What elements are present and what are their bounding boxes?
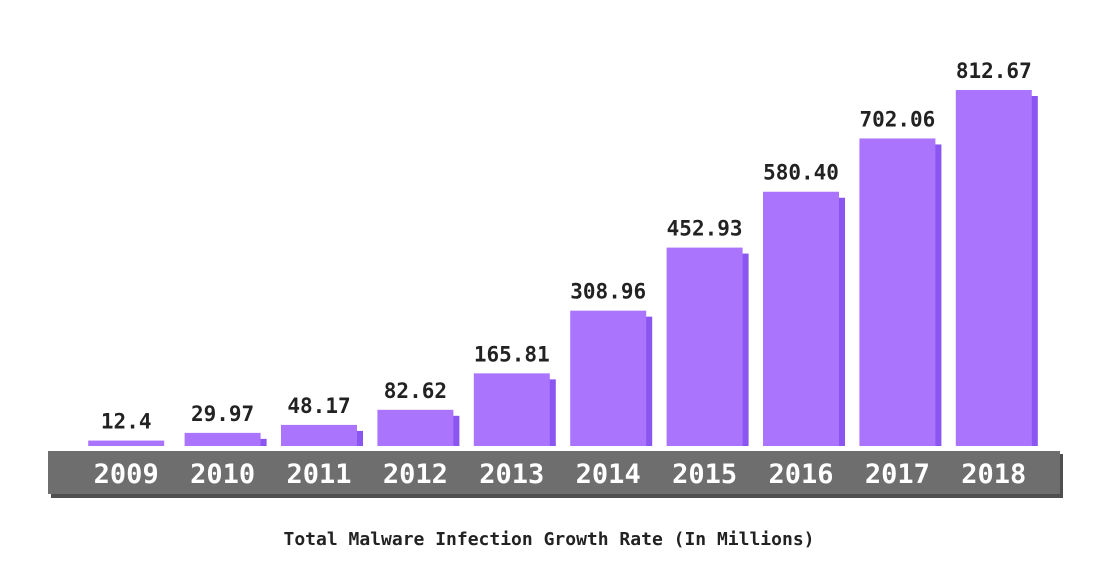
x-axis-band [48, 451, 1063, 498]
value-label-2010: 29.97 [191, 402, 254, 426]
bar-2012 [377, 409, 454, 446]
value-labels: 12.4 29.97 48.17 82.62 165.81 308.96 452.93 580… [101, 59, 1032, 434]
x-tick-label-2010: 2010 [190, 459, 255, 490]
bar-2013 [473, 373, 550, 446]
x-tick-label-2018: 2018 [961, 459, 1026, 490]
bar-chart: 12.4 29.97 48.17 82.62 165.81 308.96 452.93 580… [48, 59, 1063, 498]
value-label-2012: 82.62 [384, 379, 447, 403]
bar-2014 [570, 310, 647, 446]
value-label-2011: 48.17 [287, 394, 350, 418]
x-tick-labels: 2009 2010 2011 2012 2013 2014 2015 2016 2017 2018 [94, 459, 1027, 490]
bar-2015 [666, 247, 743, 446]
value-label-2009: 12.4 [101, 410, 152, 434]
value-label-2013: 165.81 [474, 342, 550, 366]
x-tick-label-2016: 2016 [768, 459, 833, 490]
value-label-2014: 308.96 [570, 280, 646, 304]
bar-2009 [88, 440, 165, 446]
bar-2010 [184, 432, 261, 446]
bar-2016 [763, 191, 839, 446]
x-tick-label-2013: 2013 [479, 459, 544, 490]
x-tick-label-2009: 2009 [94, 459, 159, 490]
value-label-2018: 812.67 [956, 59, 1032, 83]
x-tick-label-2017: 2017 [865, 459, 930, 490]
value-label-2017: 702.06 [859, 107, 935, 131]
x-tick-label-2015: 2015 [672, 459, 737, 490]
chart-title: Total Malware Infection Growth Rate (In … [283, 529, 815, 550]
value-label-2015: 452.93 [667, 217, 743, 241]
bars [88, 90, 1038, 447]
bar-2018 [955, 90, 1032, 446]
x-tick-label-2011: 2011 [286, 459, 351, 490]
bar-2011 [281, 424, 357, 446]
x-axis-band-fill [48, 451, 1060, 494]
bar-2017 [859, 138, 936, 447]
value-label-2016: 580.40 [763, 161, 839, 185]
x-tick-label-2012: 2012 [383, 459, 448, 490]
x-tick-label-2014: 2014 [576, 459, 641, 490]
